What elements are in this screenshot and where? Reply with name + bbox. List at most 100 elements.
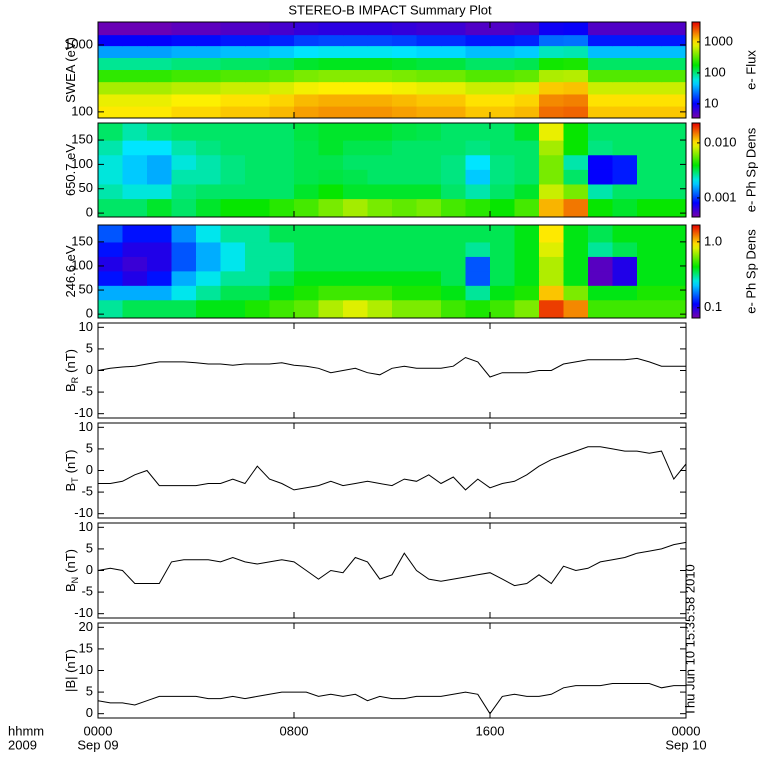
heatmap-cell — [147, 69, 173, 83]
heatmap-cell — [367, 154, 393, 170]
heatmap-cell — [539, 183, 565, 200]
heatmap-cell — [465, 154, 491, 170]
heatmap-cell — [661, 198, 686, 217]
heatmap-cell — [637, 57, 663, 71]
colorbar-label: e- Ph Sp Dens — [743, 127, 758, 212]
heatmap-cell — [318, 57, 344, 71]
heatmap-cell — [98, 123, 124, 141]
heatmap-cell — [490, 183, 516, 200]
heatmap-cell — [343, 183, 369, 200]
heatmap-cell — [147, 154, 173, 170]
y-tick-label: 5 — [86, 440, 93, 455]
panel-frame — [97, 322, 687, 419]
heatmap-cell — [563, 241, 589, 257]
heatmap-cell — [661, 140, 686, 156]
heatmap-cell — [490, 256, 516, 272]
heatmap-cell — [245, 198, 271, 217]
heatmap-cell — [98, 57, 124, 71]
heatmap-cell — [122, 241, 148, 257]
heatmap-cell — [637, 123, 663, 141]
heatmap-cell — [465, 81, 491, 95]
heatmap-cell — [416, 285, 442, 301]
heatmap-cell — [98, 270, 124, 286]
y-tick-label: 0 — [86, 462, 93, 477]
heatmap-cell — [220, 154, 246, 170]
heatmap-cell — [196, 57, 222, 71]
heatmap-cell — [612, 241, 638, 257]
heatmap-cell — [269, 285, 295, 301]
heatmap-cell — [171, 140, 197, 156]
panel-frame — [97, 224, 687, 319]
heatmap-cell — [220, 81, 246, 95]
heatmap-cell — [392, 123, 418, 141]
heatmap-cell — [98, 22, 124, 36]
heatmap-cell — [539, 169, 565, 185]
heatmap-cell — [490, 225, 516, 243]
heatmap-cell — [98, 140, 124, 156]
heatmap-cell — [171, 169, 197, 185]
heatmap-cell — [196, 140, 222, 156]
heatmap-cell — [269, 169, 295, 185]
heatmap — [98, 123, 686, 217]
heatmap-cell — [392, 270, 418, 286]
heatmap-cell — [539, 299, 565, 318]
heatmap-cell — [612, 105, 638, 118]
heatmap-cell — [318, 140, 344, 156]
heatmap-cell — [588, 241, 614, 257]
heatmap-cell — [122, 256, 148, 272]
heatmap-cell — [343, 57, 369, 71]
y-tick-label: 100 — [71, 103, 93, 118]
heatmap-cell — [318, 81, 344, 95]
colorbar — [691, 21, 701, 119]
heatmap-cell — [318, 93, 344, 107]
heatmap-cell — [147, 123, 173, 141]
heatmap-cell — [245, 34, 271, 47]
heatmap-cell — [294, 225, 320, 243]
heatmap-cell — [147, 57, 173, 71]
heatmap-cell — [490, 198, 516, 217]
heatmap-cell — [514, 57, 540, 71]
heatmap-cell — [269, 154, 295, 170]
heatmap-cell — [220, 57, 246, 71]
heatmap-cell — [392, 299, 418, 318]
y-axis-label-unit: (nT) — [63, 349, 78, 373]
heatmap-cell — [612, 57, 638, 71]
y-axis-label-text: B — [63, 383, 78, 392]
y-tick-label: -10 — [74, 405, 93, 420]
heatmap-cell — [588, 34, 614, 47]
heatmap-cell — [269, 105, 295, 118]
heatmap-cell — [490, 105, 516, 118]
heatmap-cell — [122, 105, 148, 118]
heatmap-cell — [196, 34, 222, 47]
data-line — [97, 541, 687, 587]
heatmap-cell — [465, 93, 491, 107]
heatmap-cell — [441, 183, 467, 200]
heatmap-cell — [220, 225, 246, 243]
y-tick-label: 100 — [71, 257, 93, 272]
heatmap-cell — [196, 93, 222, 107]
heatmap-cell — [122, 140, 148, 156]
heatmap-cell — [661, 270, 686, 286]
heatmap-cell — [612, 299, 638, 318]
heatmap-cell — [343, 123, 369, 141]
y-tick-label: -10 — [74, 605, 93, 620]
y-tick-label: 100 — [71, 156, 93, 171]
heatmap-cell — [465, 299, 491, 318]
heatmap-cell — [147, 169, 173, 185]
heatmap-cell — [392, 93, 418, 107]
heatmap-cell — [637, 299, 663, 318]
heatmap-cell — [171, 81, 197, 95]
heatmap-cell — [416, 140, 442, 156]
heatmap-cell — [367, 81, 393, 95]
heatmap-cell — [441, 45, 467, 58]
x-axis-label: 2009 — [8, 737, 37, 752]
heatmap-cell — [122, 81, 148, 95]
heatmap-cell — [171, 105, 197, 118]
heatmap-cell — [637, 198, 663, 217]
heatmap-cell — [563, 69, 589, 83]
data-line — [98, 446, 687, 491]
heatmap-cell — [294, 198, 320, 217]
heatmap-cell — [441, 123, 467, 141]
heatmap-cell — [563, 299, 589, 318]
heatmap-cell — [196, 81, 222, 95]
